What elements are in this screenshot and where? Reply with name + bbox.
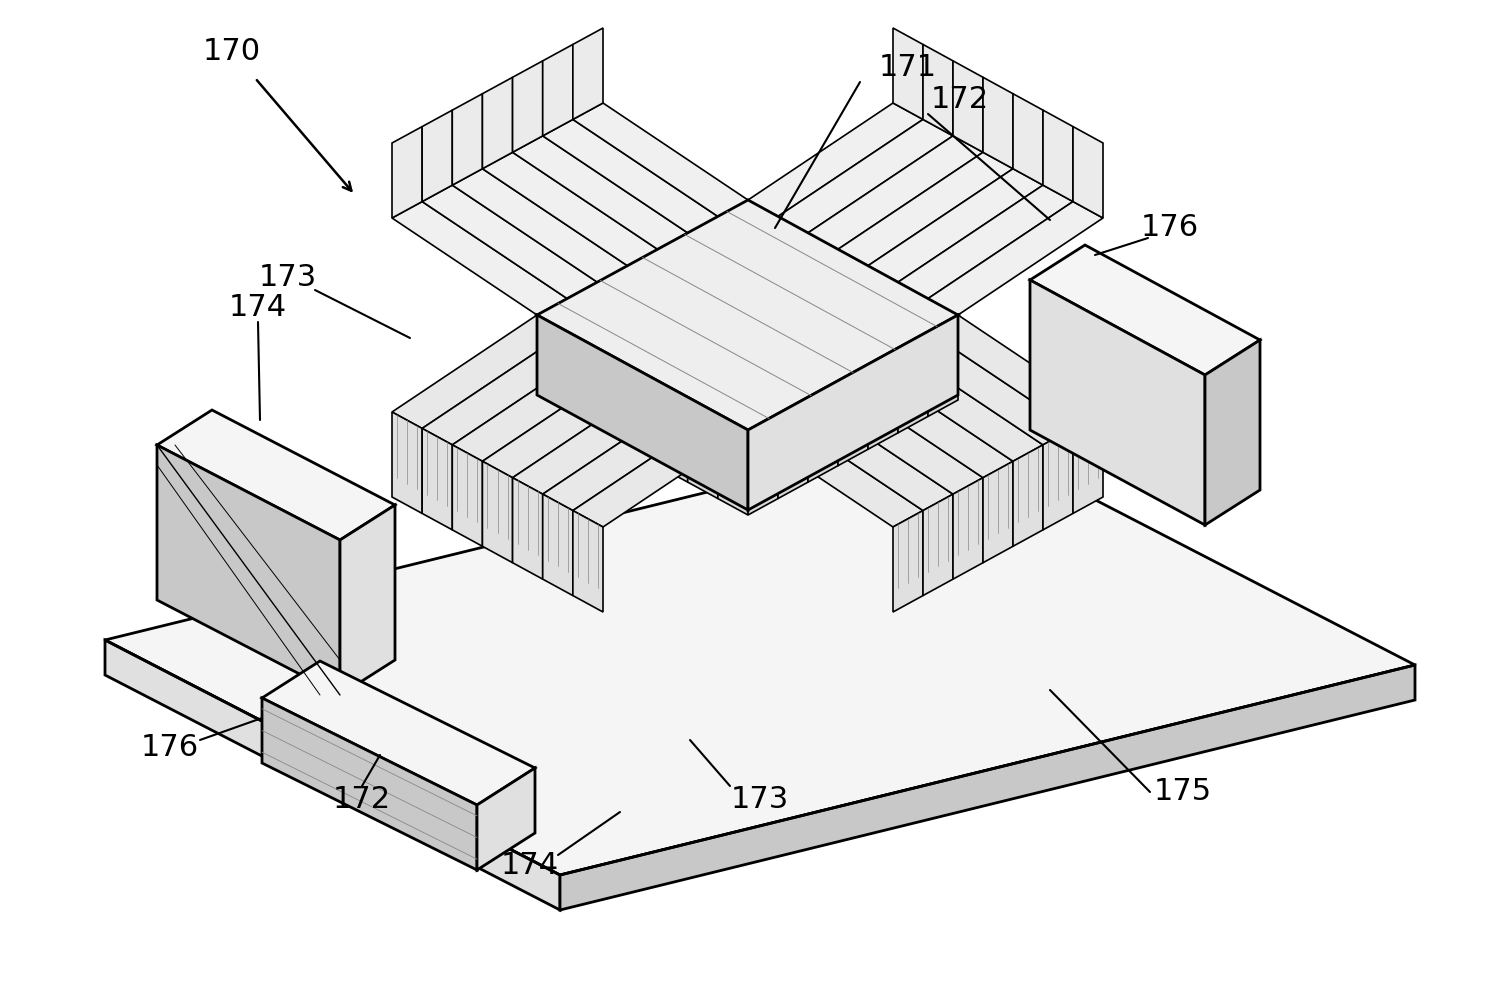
Polygon shape <box>104 430 1414 875</box>
Polygon shape <box>628 365 658 466</box>
Polygon shape <box>747 414 777 515</box>
Polygon shape <box>868 169 1043 282</box>
Polygon shape <box>567 331 597 433</box>
Polygon shape <box>868 348 898 449</box>
Polygon shape <box>894 510 924 612</box>
Polygon shape <box>658 380 688 482</box>
Polygon shape <box>928 202 1103 315</box>
Polygon shape <box>543 119 718 233</box>
Polygon shape <box>777 397 953 510</box>
Polygon shape <box>747 103 924 216</box>
Polygon shape <box>537 200 958 430</box>
Text: 176: 176 <box>140 733 198 763</box>
Polygon shape <box>543 494 573 596</box>
Polygon shape <box>537 315 747 510</box>
Polygon shape <box>1073 412 1103 513</box>
Text: 172: 172 <box>333 785 391 815</box>
Polygon shape <box>513 478 543 579</box>
Polygon shape <box>340 505 395 695</box>
Polygon shape <box>928 315 958 417</box>
Polygon shape <box>1013 445 1043 547</box>
Polygon shape <box>573 510 603 612</box>
Polygon shape <box>452 169 628 282</box>
Polygon shape <box>157 445 340 695</box>
Polygon shape <box>953 478 983 579</box>
Polygon shape <box>809 380 983 494</box>
Polygon shape <box>747 315 958 510</box>
Polygon shape <box>422 331 597 445</box>
Polygon shape <box>392 202 567 315</box>
Polygon shape <box>868 348 1043 461</box>
Polygon shape <box>452 445 482 547</box>
Polygon shape <box>953 61 983 152</box>
Polygon shape <box>839 365 868 466</box>
Polygon shape <box>688 397 718 498</box>
Polygon shape <box>513 136 688 250</box>
Polygon shape <box>928 315 1103 429</box>
Text: 170: 170 <box>203 37 261 67</box>
Polygon shape <box>1043 110 1073 202</box>
Polygon shape <box>1013 93 1043 185</box>
Polygon shape <box>839 152 1013 265</box>
Polygon shape <box>777 397 809 498</box>
Polygon shape <box>777 119 953 233</box>
Text: 171: 171 <box>879 53 937 83</box>
Polygon shape <box>560 665 1414 910</box>
Polygon shape <box>477 768 536 870</box>
Polygon shape <box>263 698 477 870</box>
Polygon shape <box>1043 429 1073 530</box>
Polygon shape <box>983 461 1013 562</box>
Polygon shape <box>482 365 658 478</box>
Polygon shape <box>482 152 658 265</box>
Polygon shape <box>1206 340 1261 525</box>
Polygon shape <box>513 61 543 152</box>
Polygon shape <box>452 93 482 185</box>
Polygon shape <box>983 78 1013 169</box>
Polygon shape <box>894 28 924 119</box>
Text: 175: 175 <box>1153 778 1212 806</box>
Polygon shape <box>924 44 953 136</box>
Polygon shape <box>392 315 567 429</box>
Polygon shape <box>537 200 958 430</box>
Polygon shape <box>1029 280 1206 525</box>
Polygon shape <box>537 315 747 510</box>
Polygon shape <box>422 185 597 299</box>
Polygon shape <box>1029 245 1261 375</box>
Polygon shape <box>898 185 1073 299</box>
Polygon shape <box>104 640 560 910</box>
Polygon shape <box>898 331 1073 445</box>
Polygon shape <box>924 494 953 596</box>
Polygon shape <box>718 414 747 515</box>
Text: 172: 172 <box>931 86 989 114</box>
Polygon shape <box>809 136 983 250</box>
Text: 174: 174 <box>501 850 560 880</box>
Polygon shape <box>482 78 513 169</box>
Polygon shape <box>543 44 573 136</box>
Text: 174: 174 <box>228 294 286 322</box>
Polygon shape <box>513 380 688 494</box>
Polygon shape <box>747 315 958 510</box>
Polygon shape <box>573 414 747 527</box>
Polygon shape <box>422 110 452 202</box>
Polygon shape <box>422 429 452 530</box>
Text: 176: 176 <box>1141 213 1200 243</box>
Polygon shape <box>482 461 513 562</box>
Text: 173: 173 <box>260 263 318 293</box>
Polygon shape <box>452 348 628 461</box>
Polygon shape <box>839 365 1013 478</box>
Polygon shape <box>263 661 536 805</box>
Polygon shape <box>573 28 603 119</box>
Polygon shape <box>537 315 567 417</box>
Polygon shape <box>747 414 924 527</box>
Polygon shape <box>392 127 422 218</box>
Polygon shape <box>597 348 628 449</box>
Text: 173: 173 <box>731 785 789 815</box>
Polygon shape <box>157 410 395 540</box>
Polygon shape <box>1073 127 1103 218</box>
Polygon shape <box>573 103 747 216</box>
Polygon shape <box>543 397 718 510</box>
Polygon shape <box>898 331 928 433</box>
Polygon shape <box>392 412 422 513</box>
Polygon shape <box>809 380 839 482</box>
